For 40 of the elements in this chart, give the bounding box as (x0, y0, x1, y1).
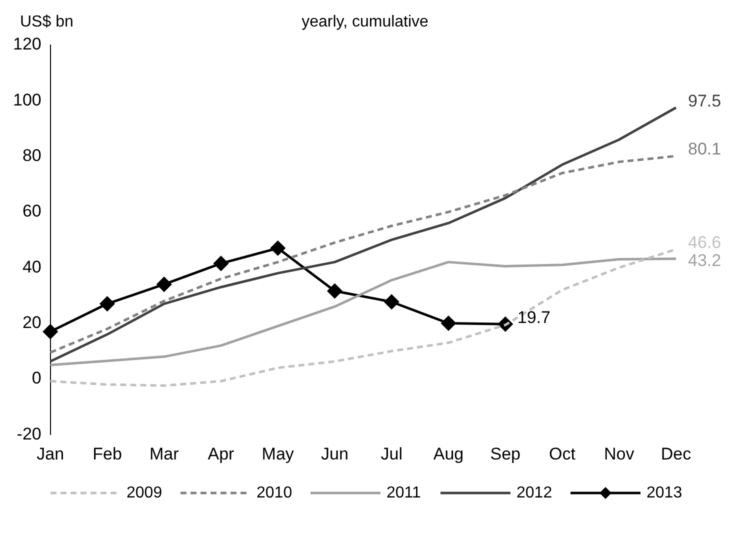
x-tick-label: Mar (149, 444, 180, 464)
point (214, 256, 228, 271)
point (270, 240, 286, 256)
x-tick-label: Nov (604, 444, 635, 464)
y-tick-label: 80 (22, 146, 42, 165)
x-tick-label: Apr (208, 444, 235, 464)
data-label: 80.1 (688, 140, 722, 159)
x-tick-label: Jan (36, 444, 64, 464)
y-tick-label: 60 (22, 202, 42, 221)
x-tick-label: Dec (660, 444, 692, 464)
data-label: 43.2 (688, 250, 722, 270)
y-tick-label: 40 (22, 257, 42, 276)
data-label: 97.5 (688, 91, 722, 110)
y-tick-label: -20 (16, 424, 42, 444)
x-tick-label: Sep (490, 444, 520, 464)
data-label: 19.7 (517, 308, 550, 327)
y-tick-label: 20 (22, 312, 42, 332)
x-tick-label: Aug (433, 444, 464, 464)
point (100, 296, 114, 312)
legend-label: 2013 (646, 484, 682, 502)
legend-label: 2011 (386, 484, 422, 502)
legend-label: 2012 (516, 484, 552, 502)
point (441, 316, 456, 331)
y-axis-title: US$ bn (20, 13, 74, 30)
chart-title: yearly, cumulative (302, 13, 429, 30)
point (384, 294, 399, 310)
x-tick-label: May (262, 444, 294, 464)
x-tick-label: Jun (321, 444, 348, 464)
point (43, 324, 58, 339)
legend-label: 2009 (126, 484, 162, 502)
y-tick-label: 100 (12, 90, 42, 110)
x-tick-label: Oct (549, 444, 576, 464)
x-tick-label: Jul (380, 444, 402, 464)
data-label: 46.6 (688, 232, 722, 252)
point (156, 277, 172, 292)
y-tick-label: 0 (32, 368, 42, 388)
x-tick-label: Feb (92, 444, 122, 464)
legend-label: 2010 (256, 484, 292, 502)
point (327, 284, 342, 298)
y-tick-label: 120 (12, 34, 42, 54)
